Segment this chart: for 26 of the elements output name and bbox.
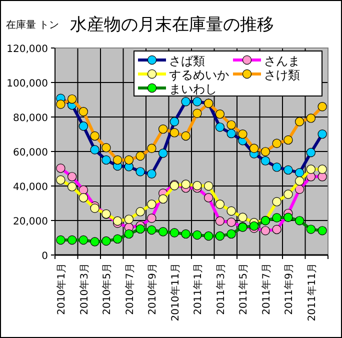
x-tick-label: 2011年3月 <box>214 263 227 315</box>
legend-label: さんま <box>264 54 300 68</box>
y-tick-label: 60,000 <box>13 148 48 158</box>
legend-label: するめいか <box>169 68 229 82</box>
x-tick-label: 2010年1月 <box>56 263 68 315</box>
y-tick-label: 80,000 <box>13 113 48 124</box>
legend-label: さけ類 <box>264 68 300 82</box>
x-tick-label: 2011年9月 <box>283 263 296 315</box>
x-tick-label: 2011年5月 <box>238 263 250 315</box>
x-tick-label: 2011年7月 <box>260 263 272 315</box>
y-tick-label: 0 <box>42 251 48 262</box>
y-axis-title: 在庫量 トン <box>6 19 60 31</box>
x-tick-label: 2010年9月 <box>146 263 159 315</box>
y-tick-label: 120,000 <box>6 44 48 55</box>
y-tick-label: 100,000 <box>6 78 48 90</box>
x-tick-label: 2010年11月 <box>169 263 182 322</box>
chart-title: 水産物の月末在庫量の推移 <box>70 15 274 35</box>
legend-label: まいわし <box>169 82 217 96</box>
y-tick-label: 40,000 <box>13 182 48 193</box>
x-tick-label: 2011年11月 <box>306 263 318 322</box>
x-tick-label: 2010年3月 <box>78 263 90 315</box>
legend-label: さば類 <box>169 54 205 68</box>
x-tick-label: 2011年1月 <box>192 263 204 315</box>
x-tick-label: 2010年7月 <box>124 263 136 315</box>
x-tick-label: 2010年5月 <box>101 263 114 315</box>
y-tick-label: 20,000 <box>13 216 48 228</box>
